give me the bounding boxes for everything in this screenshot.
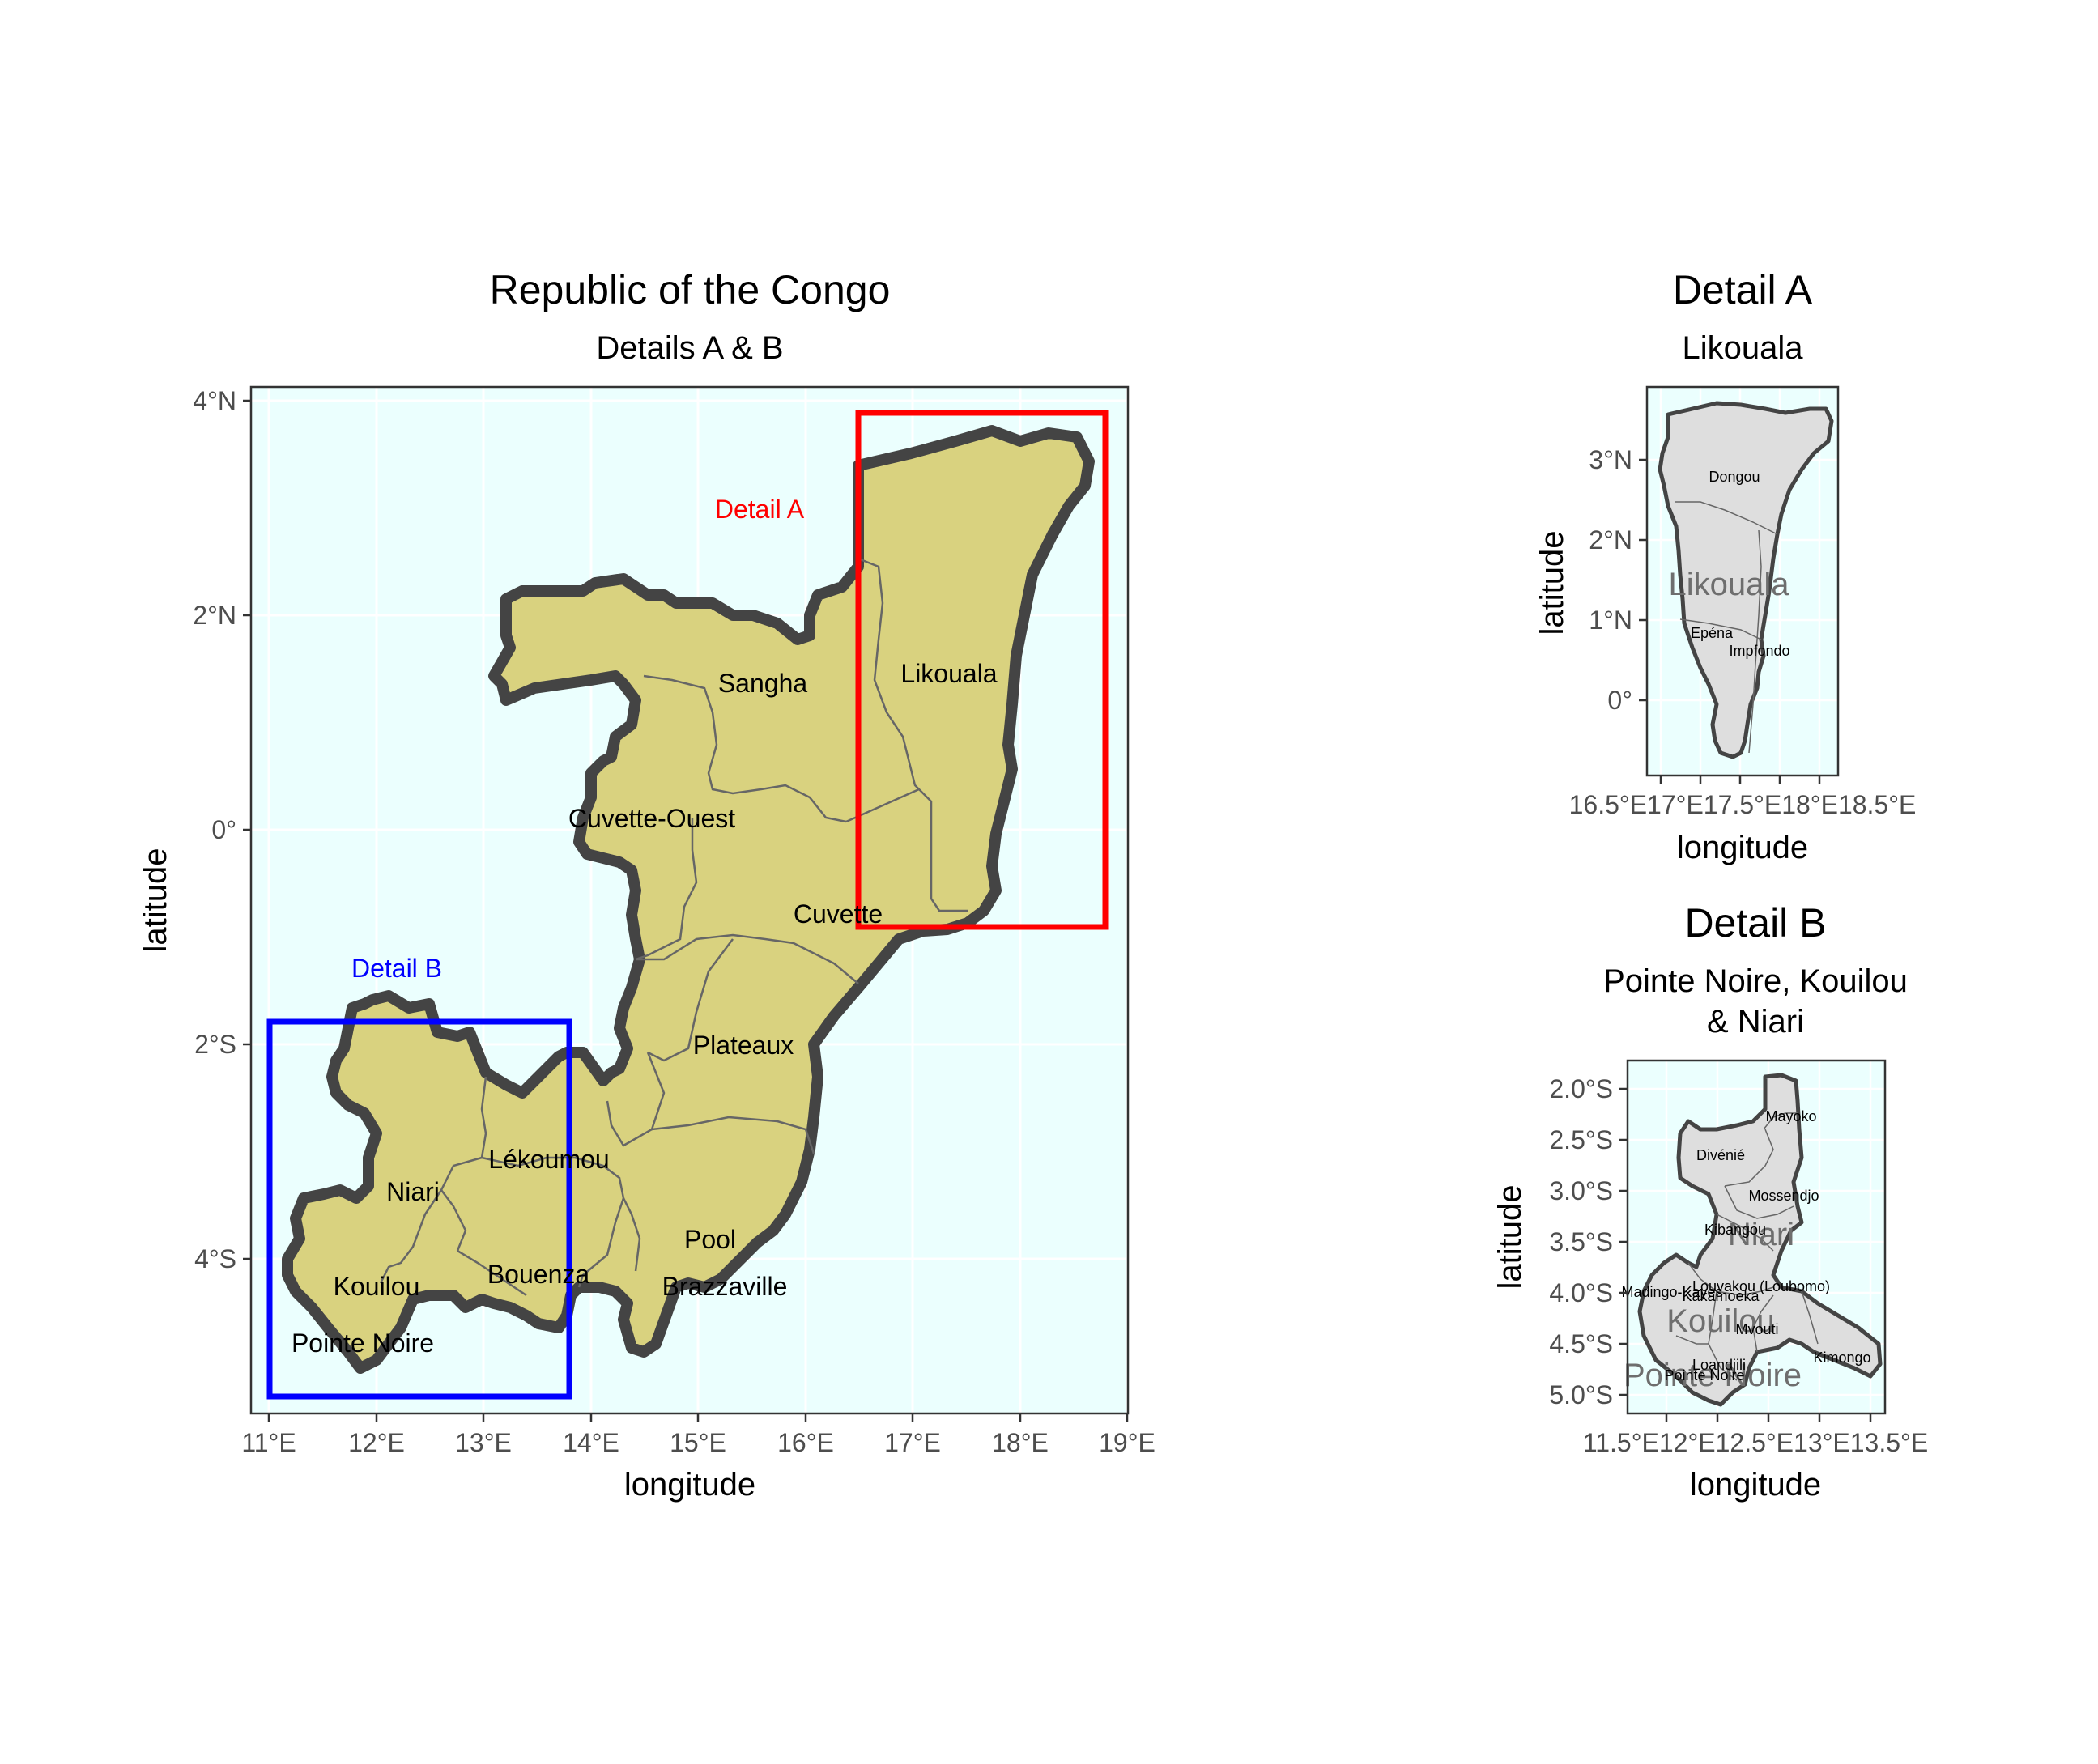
likouala-ghost-label: Likouala <box>1668 567 1789 602</box>
y-tick-label: 3.5°S <box>1549 1227 1613 1256</box>
y-tick-label: 3°N <box>1589 445 1632 474</box>
detail-b-subtitle-line2: & Niari <box>1707 1004 1804 1039</box>
y-tick-label: 2.5°S <box>1549 1125 1613 1154</box>
x-tick-label: 14°E <box>563 1428 619 1457</box>
district-label: Louvakou (Loubomo) <box>1692 1278 1830 1294</box>
detail-a-box <box>855 410 1109 930</box>
district-label: Madingo-Kayes <box>1621 1284 1722 1300</box>
detail-b-subtitle-line1: Pointe Noire, Kouilou <box>1603 963 1908 999</box>
region-label: Kouilou <box>334 1272 420 1301</box>
main-map: Republic of the Congo Details A & B <box>138 267 1155 1503</box>
district-label: Kibangou <box>1704 1222 1766 1238</box>
district-label: Mvouti <box>1735 1321 1778 1337</box>
y-tick-label: 2.0°S <box>1549 1074 1613 1103</box>
main-title: Republic of the Congo <box>490 267 891 312</box>
y-tick-label: 5.0°S <box>1549 1380 1613 1409</box>
detail-b-axis-ticks <box>1619 1087 1872 1422</box>
department-boundaries <box>379 557 968 1297</box>
district-label: Kimongo <box>1813 1350 1870 1366</box>
region-label: Cuvette-Ouest <box>568 804 735 833</box>
region-label: Likouala <box>900 659 997 688</box>
likouala-district-boundaries <box>1675 501 1778 754</box>
detail-b-box <box>266 1018 572 1400</box>
pointe-noire-kouilou-niari-shape <box>1637 1073 1883 1407</box>
detail-a-x-axis-title: longitude <box>1677 830 1808 865</box>
region-label: Cuvette <box>794 899 883 929</box>
region-label: Lékoumou <box>488 1145 609 1174</box>
x-tick-label: 15°E <box>670 1428 726 1457</box>
district-label: Dongou <box>1709 469 1760 485</box>
district-label: Mossendjo <box>1748 1188 1819 1204</box>
region-label: Plateaux <box>693 1031 794 1060</box>
district-label: Kakamoeka <box>1682 1288 1760 1304</box>
x-tick-label: 17°E <box>884 1428 941 1457</box>
district-label: Pointe Noire <box>1664 1367 1744 1384</box>
detail-b-box-label: Detail B <box>351 954 442 983</box>
x-tick-label: 16°E <box>777 1428 834 1457</box>
y-tick-label: 3.0°S <box>1549 1176 1613 1205</box>
detail-b-district-boundaries <box>1675 1112 1819 1381</box>
region-label: Pointe Noire <box>292 1328 434 1358</box>
detail-a-title: Detail A <box>1673 267 1813 312</box>
ghost-region-label: Pointe Noire <box>1624 1358 1802 1393</box>
y-tick-label: 4.0°S <box>1549 1278 1613 1307</box>
detail-b-map: Detail B Pointe Noire, Kouilou & Niari N… <box>1492 900 1928 1503</box>
region-label: Pool <box>684 1225 736 1254</box>
main-y-tick-labels: 4°N 2°N 0° 2°S 4°S <box>193 386 236 1273</box>
main-panel-border <box>249 385 1130 1415</box>
y-tick-label: 4°S <box>194 1244 236 1273</box>
y-tick-label: 2°N <box>1589 525 1632 555</box>
detail-a-axis-ticks <box>1639 458 1821 784</box>
detail-b-x-tick-labels: 11.5°E12°E12.5°E13°E13.5°E <box>1583 1428 1928 1457</box>
ghost-region-label: Niari <box>1728 1217 1794 1252</box>
district-label: Loandjili <box>1692 1357 1746 1373</box>
detail-a-box-label: Detail A <box>715 495 805 524</box>
detail-a-x-tick-labels: 16.5°E17°E17.5°E18°E18.5°E <box>1569 790 1917 819</box>
district-label: Mayoko <box>1765 1108 1816 1124</box>
region-label: Brazzaville <box>662 1272 788 1301</box>
main-y-axis-title: latitude <box>138 848 173 953</box>
y-tick-label: 1°N <box>1589 606 1632 635</box>
ghost-region-label: Kouilou <box>1666 1303 1774 1339</box>
main-x-axis-title: longitude <box>624 1467 755 1503</box>
detail-a-subtitle: Likouala <box>1682 330 1803 366</box>
y-tick-label: 4°N <box>193 386 236 415</box>
detail-a-y-tick-labels: 3°N 2°N 1°N 0° <box>1589 445 1632 715</box>
likouala-shape <box>1658 401 1834 759</box>
detail-a-map: Detail A Likouala Likouala Dongou Epéna … <box>1534 267 1916 865</box>
detail-b-y-axis-title: latitude <box>1492 1185 1528 1290</box>
y-tick-label: 2°N <box>193 601 236 630</box>
region-label: Sangha <box>718 669 808 698</box>
y-tick-label: 0° <box>1607 686 1632 715</box>
y-tick-label: 4.5°S <box>1549 1329 1613 1358</box>
detail-b-y-tick-labels: 2.0°S 2.5°S 3.0°S 3.5°S 4.0°S 4.5°S 5.0°… <box>1549 1074 1613 1409</box>
district-label: Epéna <box>1691 625 1734 641</box>
detail-a-panel-border <box>1645 385 1840 777</box>
detail-b-title: Detail B <box>1684 900 1826 946</box>
x-tick-label: 18°E <box>992 1428 1049 1457</box>
region-label: Niari <box>386 1177 440 1206</box>
x-tick-label: 11°E <box>241 1428 296 1457</box>
detail-b-district-labels: Mayoko Divénié Mossendjo Kibangou Louvak… <box>1621 1108 1870 1384</box>
main-axis-ticks <box>243 399 1129 1422</box>
x-tick-label: 12°E <box>348 1428 405 1457</box>
detail-b-panel-border <box>1626 1059 1887 1415</box>
district-label: Impfondo <box>1729 643 1789 659</box>
main-subtitle: Details A & B <box>596 330 783 366</box>
detail-b-x-axis-title: longitude <box>1690 1467 1821 1503</box>
main-x-tick-labels: 11°E 12°E 13°E 14°E 15°E 16°E 17°E 18°E … <box>241 1428 1155 1457</box>
region-labels: Sangha Likouala Cuvette-Ouest Cuvette Pl… <box>292 659 998 1358</box>
region-label: Bouenza <box>487 1260 590 1289</box>
district-label: Divénié <box>1696 1147 1745 1163</box>
y-tick-label: 0° <box>211 815 236 844</box>
y-tick-label: 2°S <box>194 1030 236 1059</box>
detail-a-y-axis-title: latitude <box>1534 531 1570 635</box>
x-tick-label: 13°E <box>455 1428 512 1457</box>
x-tick-label: 19°E <box>1099 1428 1155 1457</box>
